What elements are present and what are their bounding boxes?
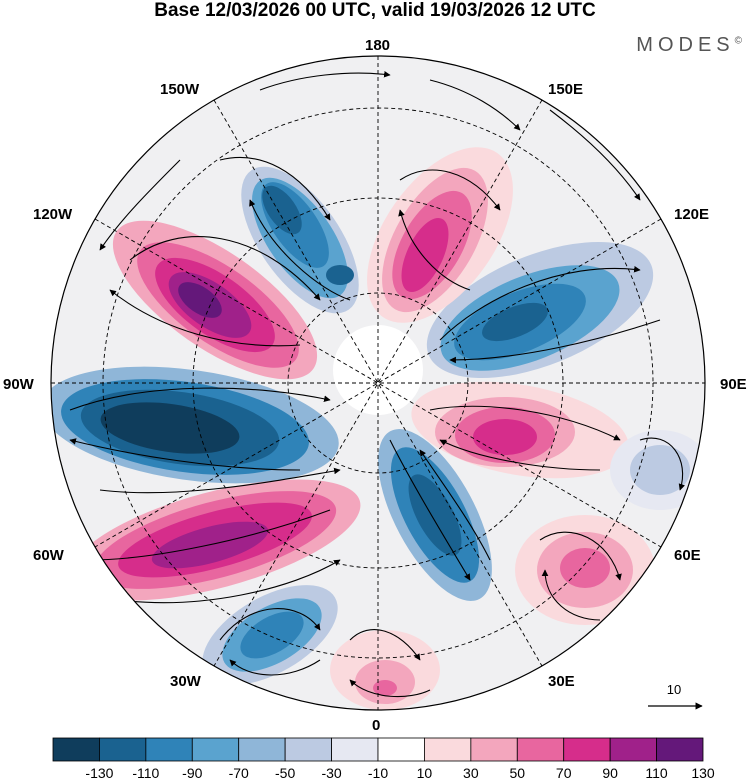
colorbar-tick-label: 30	[463, 765, 479, 781]
colorbar-tick-label: 90	[602, 765, 618, 781]
colorbar-swatch	[563, 737, 611, 762]
brand-name: MODES	[636, 34, 735, 56]
colorbar-swatch	[99, 737, 147, 762]
colorbar-swatch	[238, 737, 286, 762]
anomaly-field	[51, 56, 705, 710]
label-120w: 120W	[33, 206, 73, 223]
label-150e: 150E	[548, 81, 584, 98]
label-90e: 90E	[720, 376, 747, 393]
colorbar-swatch	[470, 737, 518, 762]
colorbar-tick-label: -110	[132, 765, 160, 781]
label-90w: 90W	[3, 376, 34, 393]
brand-mark: ©	[734, 35, 742, 47]
reference-vector-label: 10	[667, 682, 681, 697]
colorbar-tick-label: 50	[509, 765, 526, 781]
label-30e: 30E	[548, 673, 575, 690]
negative-anomaly-120e	[426, 242, 654, 378]
positive-anomaly-0	[330, 630, 440, 710]
label-60e: 60E	[674, 547, 701, 564]
colorbar-tick-label: -10	[367, 765, 389, 781]
graticule	[51, 56, 705, 710]
label-30w: 30W	[170, 673, 201, 690]
colorbar-swatch	[609, 737, 657, 762]
colorbar	[52, 737, 704, 762]
colorbar-tick-label: -30	[321, 765, 342, 781]
map-title: Base 12/03/2026 00 UTC, valid 19/03/2026…	[154, 0, 596, 21]
label-60w: 60W	[33, 547, 64, 564]
positive-anomaly-150e	[367, 147, 513, 323]
wind-streamlines	[69, 70, 686, 698]
colorbar-tick-label: 110	[645, 765, 668, 781]
label-120e: 120E	[674, 206, 710, 223]
positive-anomaly-120w	[112, 220, 318, 380]
colorbar-swatch	[424, 737, 472, 762]
brand-logo: MODES©	[636, 34, 742, 57]
label-0: 0	[372, 717, 381, 734]
colorbar-tick-label: -130	[85, 765, 114, 781]
colorbar-swatch	[516, 737, 565, 762]
colorbar-swatch	[656, 737, 704, 762]
negative-anomaly-north	[241, 166, 359, 314]
colorbar-swatch	[284, 737, 332, 762]
colorbar-tick-label: -70	[228, 765, 249, 781]
colorbar-tick-label: 70	[555, 765, 572, 781]
negative-anomaly-90w	[51, 366, 339, 484]
label-180: 180	[365, 37, 391, 54]
colorbar-swatch	[145, 737, 193, 762]
colorbar-tick-label: 10	[416, 765, 433, 781]
map-boundary	[50, 55, 706, 711]
colorbar-swatch	[191, 737, 240, 762]
colorbar-swatch	[377, 737, 425, 762]
colorbar-tick-label: -90	[182, 765, 203, 781]
colorbar-swatch	[52, 737, 100, 762]
label-150w: 150W	[160, 81, 200, 98]
colorbar-tick-label: 130	[691, 765, 715, 781]
negative-anomaly-90e	[610, 430, 705, 510]
colorbar-tick-label: -50	[275, 765, 296, 781]
pole-neutral-zone	[333, 325, 423, 415]
colorbar-swatch	[331, 737, 379, 762]
